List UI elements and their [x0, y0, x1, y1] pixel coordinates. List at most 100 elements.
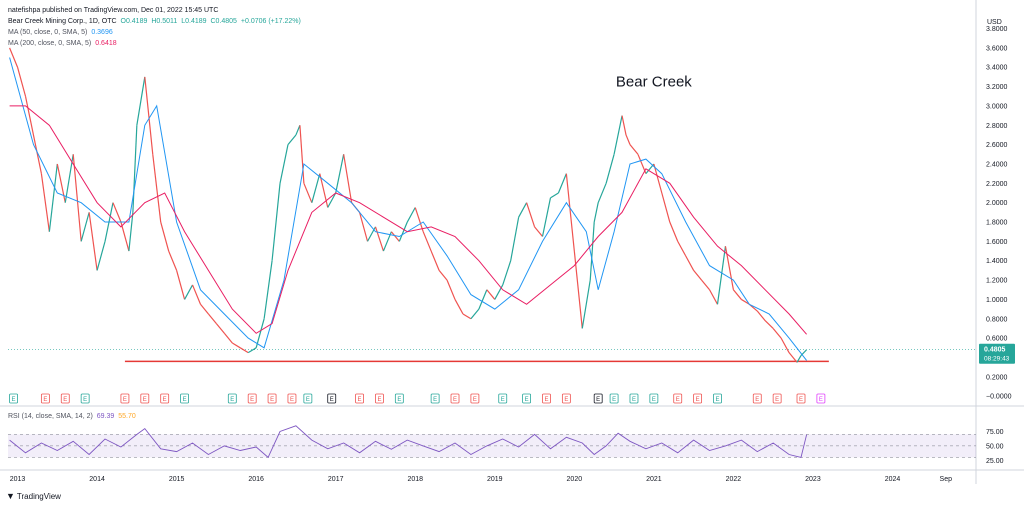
event-marker — [772, 393, 782, 404]
price-segment — [263, 260, 273, 319]
price-segment — [772, 328, 782, 339]
event-marker-label: E — [652, 397, 656, 403]
price-segment — [80, 212, 90, 242]
price-segment — [16, 67, 27, 97]
event-marker — [9, 393, 18, 404]
price-segment — [279, 144, 289, 184]
price-segment — [796, 355, 802, 363]
price-segment — [550, 192, 559, 199]
ma50-legend[interactable]: MA (50, close, 0, SMA, 5) 0.3696 — [8, 28, 115, 37]
event-marker-label: E — [696, 397, 700, 403]
price-segment — [184, 284, 194, 300]
event-marker — [673, 393, 683, 404]
price-segment — [215, 323, 225, 334]
price-segment — [40, 173, 50, 232]
price-segment — [693, 270, 703, 281]
y-tick-label: −0.0000 — [986, 394, 1012, 401]
y-tick-label: 3.0000 — [986, 103, 1008, 110]
price-segment — [9, 47, 19, 68]
price-segment — [502, 260, 512, 286]
event-marker-label: E — [290, 397, 294, 403]
event-marker — [713, 393, 722, 404]
event-marker-label: E — [775, 397, 779, 403]
event-marker-label: E — [612, 397, 616, 403]
x-tick-label: 2022 — [726, 476, 742, 483]
x-tick-label: 2020 — [567, 476, 583, 483]
event-marker — [693, 393, 703, 404]
event-marker — [140, 393, 150, 404]
y-tick-label: 0.6000 — [986, 336, 1008, 343]
x-tick-label: 2014 — [89, 476, 105, 483]
price-segment — [231, 342, 241, 349]
y-tick-label: 2.0000 — [986, 200, 1008, 207]
tradingview-logo-icon: ▼ — [6, 491, 15, 501]
event-marker-label: E — [377, 397, 381, 403]
price-segment — [478, 289, 488, 310]
event-marker — [629, 393, 639, 404]
price-segment — [573, 250, 583, 329]
price-segment — [335, 154, 345, 194]
rsi-value: 69.39 — [96, 413, 115, 420]
event-marker-label: E — [397, 397, 401, 403]
price-segment — [534, 226, 543, 237]
price-segment — [48, 163, 58, 232]
price-segment — [526, 202, 536, 228]
ohlc-low: L0.4189 — [181, 18, 207, 25]
price-segment — [311, 173, 321, 203]
price-segment — [589, 221, 595, 281]
event-marker-label: E — [63, 397, 67, 403]
rsi-band — [8, 434, 976, 458]
tradingview-brand[interactable]: ▼ TradingView — [6, 491, 61, 501]
price-segment — [581, 279, 591, 329]
ma200-legend[interactable]: MA (200, close, 0, SMA, 5) 0.6418 — [8, 39, 119, 48]
y-tick-label: 3.4000 — [986, 65, 1008, 72]
price-segment — [303, 183, 313, 203]
y-tick-label: 1.0000 — [986, 297, 1008, 304]
event-marker-label: E — [358, 397, 362, 403]
price-segment — [128, 212, 134, 252]
event-marker — [247, 393, 257, 404]
price-segment — [486, 289, 496, 300]
event-marker — [160, 393, 170, 404]
price-segment — [144, 76, 154, 155]
event-marker — [394, 393, 404, 404]
price-segment — [406, 207, 416, 223]
price-segment — [255, 318, 265, 348]
event-marker — [375, 393, 384, 404]
price-segment — [168, 250, 178, 271]
x-tick-label: 2021 — [646, 476, 662, 483]
price-segment — [200, 303, 209, 315]
price-segment — [32, 134, 42, 174]
price-segment — [191, 284, 202, 305]
x-tick-label: 2016 — [248, 476, 264, 483]
event-marker — [303, 393, 313, 404]
rsi-label: RSI (14, close, SMA, 14, 2) — [8, 413, 93, 420]
price-segment — [414, 207, 424, 232]
price-segment — [661, 192, 671, 223]
symbol-legend[interactable]: Bear Creek Mining Corp., 1D, OTC O0.4189… — [8, 17, 303, 26]
price-segment — [716, 246, 727, 305]
rsi-tick-label: 75.00 — [986, 429, 1004, 436]
event-marker-label: E — [43, 397, 47, 403]
price-segment — [136, 76, 146, 126]
event-marker-label: E — [330, 397, 334, 403]
event-marker — [498, 393, 508, 404]
price-segment — [541, 197, 552, 237]
event-marker — [120, 393, 130, 404]
event-marker-label: E — [83, 397, 87, 403]
price-segment — [72, 154, 82, 242]
rsi-legend[interactable]: RSI (14, close, SMA, 14, 2) 69.39 55.70 — [8, 412, 138, 421]
event-marker-label: E — [501, 397, 505, 403]
event-marker — [649, 393, 659, 404]
price-segment — [88, 212, 98, 271]
x-tick-label: 2017 — [328, 476, 344, 483]
event-marker — [180, 393, 189, 404]
price-segment — [701, 279, 711, 291]
last-price-label: 0.4805 — [984, 347, 1006, 354]
event-marker — [816, 393, 826, 404]
x-tick-label: 2015 — [169, 476, 185, 483]
price-segment — [685, 255, 695, 271]
event-marker — [470, 393, 480, 404]
x-tick-label: 2023 — [805, 476, 821, 483]
